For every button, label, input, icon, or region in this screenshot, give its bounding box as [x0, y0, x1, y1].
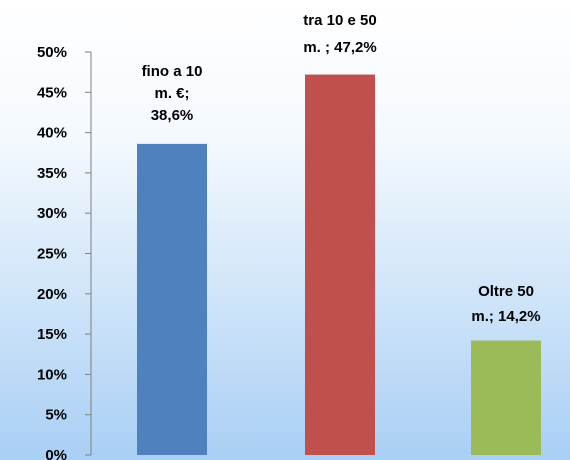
- y-tick-label: 15%: [37, 326, 67, 343]
- data-label: fino a 10: [142, 63, 203, 80]
- y-tick-label: 10%: [37, 366, 67, 383]
- y-tick-label: 20%: [37, 286, 67, 303]
- bar: [471, 340, 541, 455]
- data-label: m. €;: [154, 85, 189, 102]
- data-label: tra 10 e 50: [303, 12, 376, 29]
- data-label: Oltre 50: [478, 283, 534, 300]
- y-axis: 0% 5% 10% 15% 20% 25% 30% 35% 40% 45% 50%: [37, 44, 92, 460]
- y-tick-label: 40%: [37, 125, 67, 142]
- data-labels: fino a 10 m. €; 38,6% tra 10 e 50 m. ; 47,2%…: [142, 12, 541, 325]
- y-tick-label: 0%: [45, 447, 67, 460]
- y-tick-label: 30%: [37, 205, 67, 222]
- y-tick-label: 25%: [37, 246, 67, 263]
- y-tick-label: 35%: [37, 165, 67, 182]
- data-label: m.; 14,2%: [471, 308, 540, 325]
- y-tick-label: 5%: [45, 407, 67, 424]
- bar: [305, 74, 375, 456]
- data-label: m. ; 47,2%: [303, 39, 376, 56]
- data-label: 38,6%: [151, 107, 194, 124]
- y-tick-label: 45%: [37, 84, 67, 101]
- bar: [137, 143, 207, 455]
- bars: [137, 74, 541, 456]
- y-tick-label: 50%: [37, 44, 67, 61]
